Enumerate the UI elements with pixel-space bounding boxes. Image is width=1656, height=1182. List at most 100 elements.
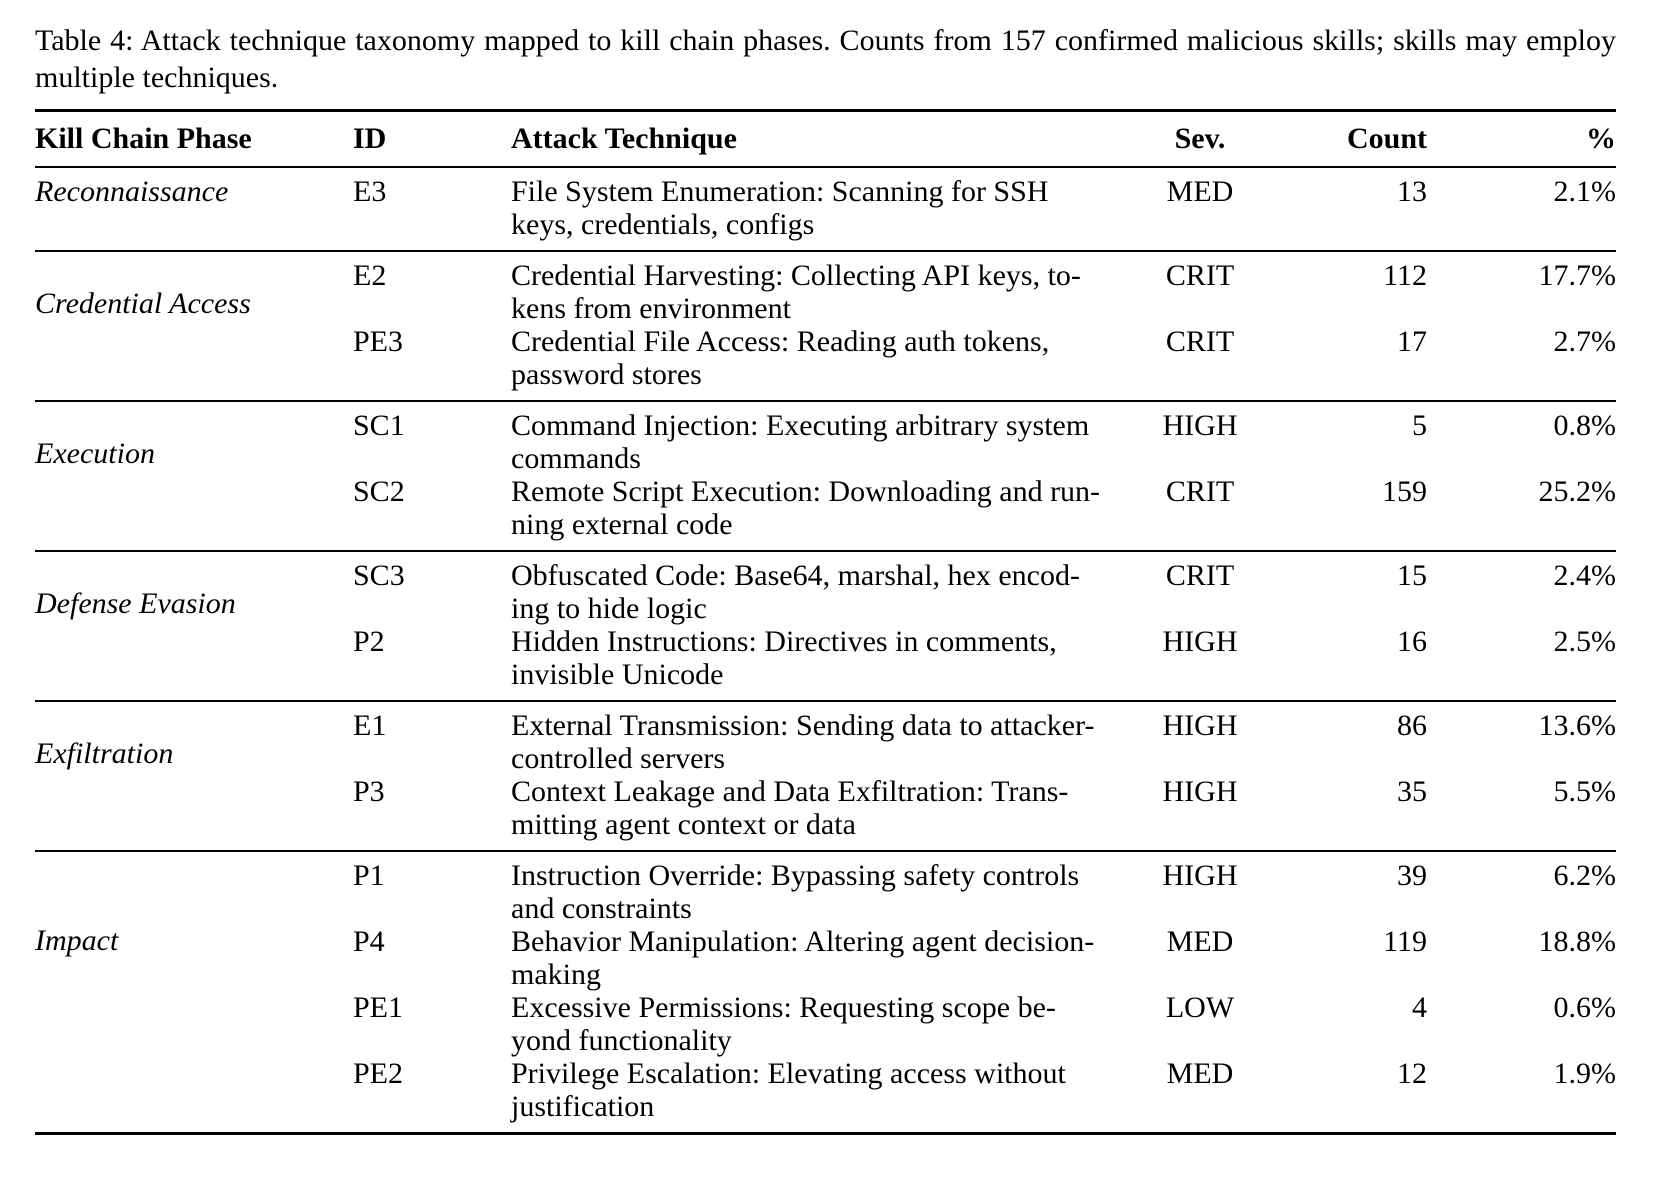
- group-defense-evasion: Defense Evasion SC3 Obfuscated Code: Bas…: [35, 552, 1616, 700]
- count-value: 86: [1397, 709, 1427, 742]
- severity-value: MED: [1166, 175, 1234, 208]
- group-separator: [35, 400, 1616, 402]
- table-caption-line1: Table 4: Attack technique taxonomy mappe…: [35, 24, 1616, 57]
- column-header-id: ID: [353, 122, 387, 155]
- percent-value: 1.9%: [1553, 1057, 1617, 1090]
- percent-value: 25.2%: [1538, 475, 1617, 508]
- percent-value: 17.7%: [1538, 259, 1617, 292]
- table-row: P2 Hidden Instructions: Directives in co…: [353, 625, 1616, 691]
- table-row: P3 Context Leakage and Data Exfiltration…: [353, 775, 1616, 841]
- table-row: E1 External Transmission: Sending data t…: [353, 709, 1616, 775]
- technique-id: PE1: [353, 991, 404, 1024]
- group-separator: [35, 700, 1616, 702]
- attack-technique-table: Kill Chain Phase ID Attack Technique Sev…: [35, 109, 1616, 1135]
- technique-text: Privilege Escalation: Elevating access w…: [511, 1057, 1066, 1123]
- table-row: PE3 Credential File Access: Reading auth…: [353, 325, 1616, 391]
- technique-id: E2: [353, 259, 387, 292]
- severity-value: CRIT: [1165, 475, 1235, 508]
- group-credential-access: Credential Access E2 Credential Harvesti…: [35, 252, 1616, 400]
- technique-text: Context Leakage and Data Exfiltration: T…: [511, 775, 1069, 841]
- table-header-row: Kill Chain Phase ID Attack Technique Sev…: [35, 112, 1616, 166]
- technique-text: Command Injection: Executing arbitrary s…: [511, 409, 1090, 475]
- severity-value: LOW: [1165, 991, 1235, 1024]
- table-row: SC1 Command Injection: Executing arbitra…: [353, 409, 1616, 475]
- column-header-technique: Attack Technique: [511, 122, 737, 155]
- top-rule: [35, 109, 1616, 112]
- technique-text: Behavior Manipulation: Altering agent de…: [511, 925, 1095, 991]
- header-rule: [35, 166, 1616, 168]
- percent-value: 0.6%: [1553, 991, 1617, 1024]
- table-row: E3 File System Enumeration: Scanning for…: [353, 175, 1616, 241]
- count-value: 13: [1397, 175, 1427, 208]
- table-row: SC3 Obfuscated Code: Base64, marshal, he…: [353, 559, 1616, 625]
- phase-label: Defense Evasion: [35, 587, 236, 620]
- table-row: PE1 Excessive Permissions: Requesting sc…: [353, 991, 1616, 1057]
- count-value: 16: [1397, 625, 1427, 658]
- technique-text: Obfuscated Code: Base64, marshal, hex en…: [511, 559, 1080, 625]
- group-exfiltration: Exfiltration E1 External Transmission: S…: [35, 702, 1616, 850]
- table-row: P4 Behavior Manipulation: Altering agent…: [353, 925, 1616, 991]
- column-header-percent: %: [1586, 122, 1616, 155]
- percent-value: 2.7%: [1553, 325, 1617, 358]
- percent-value: 0.8%: [1553, 409, 1617, 442]
- table-caption-line2: multiple techniques.: [35, 61, 279, 94]
- group-separator: [35, 250, 1616, 252]
- column-header-severity: Sev.: [1174, 122, 1226, 155]
- count-value: 4: [1412, 991, 1427, 1024]
- percent-value: 5.5%: [1553, 775, 1617, 808]
- group-impact: Impact P1 Instruction Override: Bypassin…: [35, 852, 1616, 1132]
- group-execution: Execution SC1 Command Injection: Executi…: [35, 402, 1616, 550]
- technique-id: SC2: [353, 475, 405, 508]
- technique-id: E1: [353, 709, 387, 742]
- count-value: 5: [1412, 409, 1427, 442]
- technique-id: E3: [353, 175, 387, 208]
- table-row: E2 Credential Harvesting: Collecting API…: [353, 259, 1616, 325]
- count-value: 159: [1382, 475, 1427, 508]
- severity-value: HIGH: [1162, 709, 1238, 742]
- percent-value: 13.6%: [1538, 709, 1617, 742]
- severity-value: CRIT: [1165, 325, 1235, 358]
- count-value: 39: [1397, 859, 1427, 892]
- phase-label: Credential Access: [35, 287, 251, 320]
- group-separator: [35, 850, 1616, 852]
- phase-label: Execution: [35, 437, 155, 470]
- table-row: P1 Instruction Override: Bypassing safet…: [353, 859, 1616, 925]
- table-row: PE2 Privilege Escalation: Elevating acce…: [353, 1057, 1616, 1123]
- severity-value: MED: [1166, 925, 1234, 958]
- severity-value: CRIT: [1165, 559, 1235, 592]
- count-value: 35: [1397, 775, 1427, 808]
- severity-value: HIGH: [1162, 625, 1238, 658]
- severity-value: CRIT: [1165, 259, 1235, 292]
- table-caption: Table 4: Attack technique taxonomy mappe…: [35, 22, 1616, 96]
- count-value: 15: [1397, 559, 1427, 592]
- technique-text: File System Enumeration: Scanning for SS…: [511, 175, 1049, 241]
- technique-id: P4: [353, 925, 385, 958]
- percent-value: 2.1%: [1553, 175, 1617, 208]
- technique-text: External Transmission: Sending data to a…: [511, 709, 1095, 775]
- count-value: 17: [1397, 325, 1427, 358]
- column-header-phase: Kill Chain Phase: [35, 122, 252, 155]
- group-reconnaissance: Reconnaissance E3 File System Enumeratio…: [35, 168, 1616, 250]
- count-value: 112: [1383, 259, 1427, 292]
- percent-value: 2.5%: [1553, 625, 1617, 658]
- technique-text: Hidden Instructions: Directives in comme…: [511, 625, 1057, 691]
- count-value: 12: [1397, 1057, 1427, 1090]
- technique-text: Remote Script Execution: Downloading and…: [511, 475, 1101, 541]
- technique-id: P2: [353, 625, 385, 658]
- group-separator: [35, 550, 1616, 552]
- severity-value: HIGH: [1162, 859, 1238, 892]
- severity-value: HIGH: [1162, 409, 1238, 442]
- technique-id: SC1: [353, 409, 405, 442]
- count-value: 119: [1383, 925, 1427, 958]
- technique-id: P1: [353, 859, 385, 892]
- technique-text: Instruction Override: Bypassing safety c…: [511, 859, 1080, 925]
- percent-value: 6.2%: [1553, 859, 1617, 892]
- technique-id: P3: [353, 775, 385, 808]
- severity-value: HIGH: [1162, 775, 1238, 808]
- phase-label: Exfiltration: [35, 737, 174, 770]
- bottom-rule: [35, 1132, 1616, 1135]
- technique-text: Excessive Permissions: Requesting scope …: [511, 991, 1056, 1057]
- technique-id: SC3: [353, 559, 405, 592]
- column-header-count: Count: [1346, 122, 1427, 155]
